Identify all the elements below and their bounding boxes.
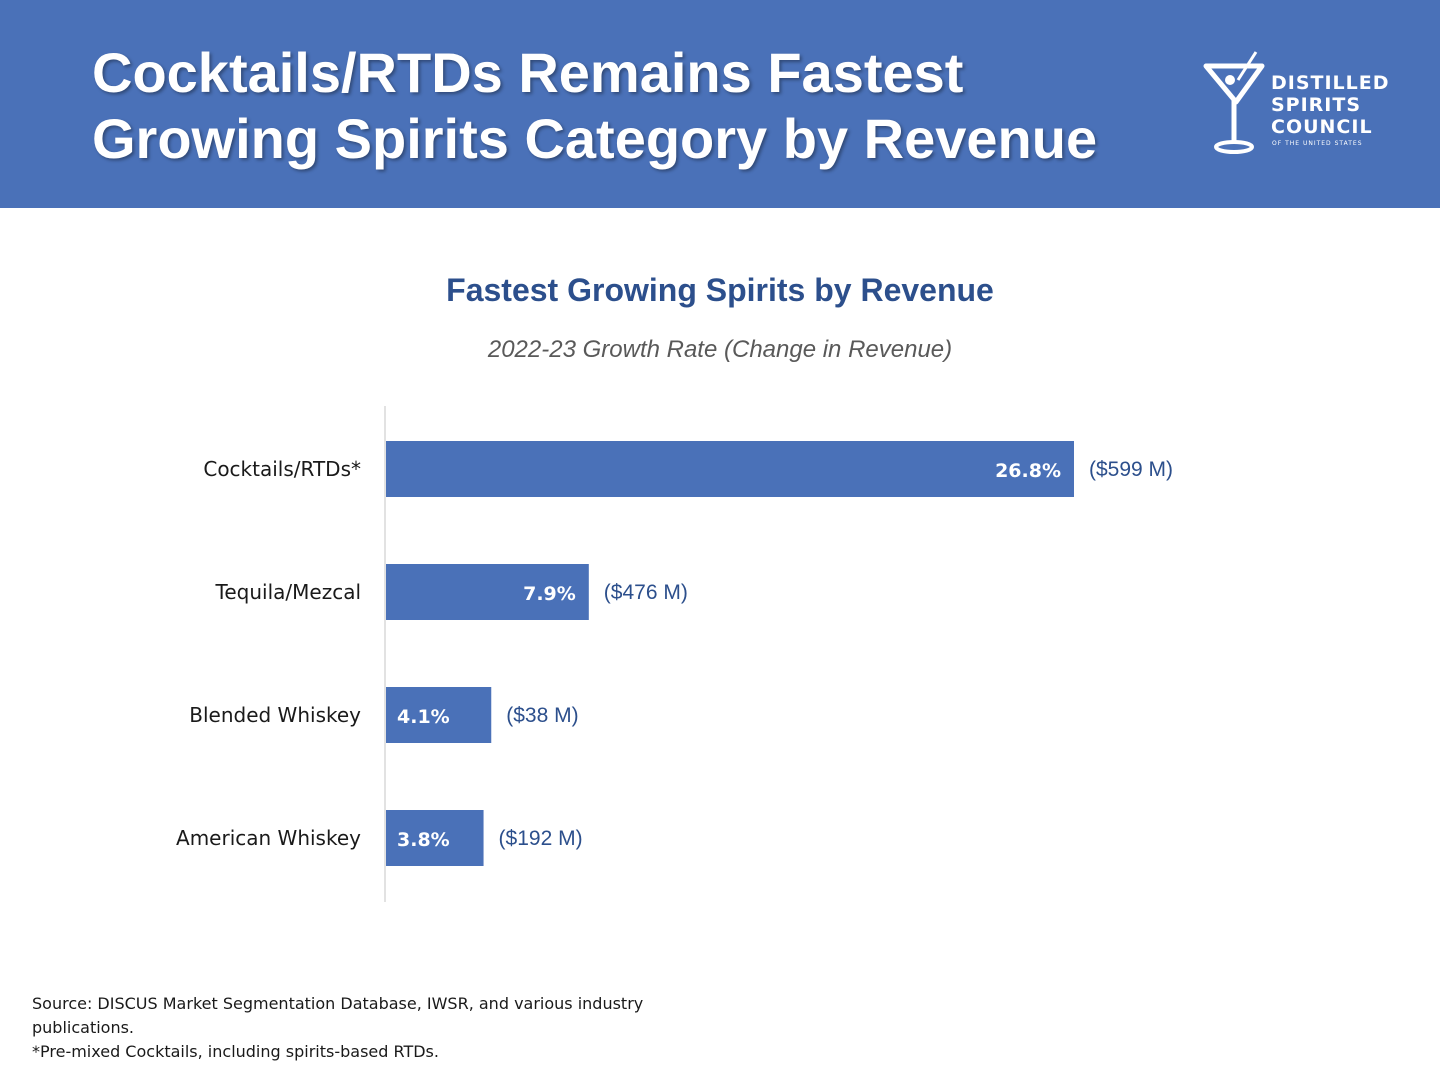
logo-subline: OF THE UNITED STATES (1272, 140, 1363, 147)
category-label: Tequila/Mezcal (215, 580, 361, 604)
revenue-annotation: ($476 M) (604, 581, 688, 604)
footnote: Source: DISCUS Market Segmentation Datab… (32, 992, 672, 1064)
chart-subtitle: 2022-23 Growth Rate (Change in Revenue) (487, 336, 953, 363)
source-note: Source: DISCUS Market Segmentation Datab… (32, 994, 644, 1037)
logo-line-3: COUNCIL (1271, 116, 1373, 138)
logo-wordmark: DISTILLED SPIRITS COUNCIL (1271, 72, 1390, 138)
value-label: 3.8% (397, 829, 450, 851)
logo-line-2: SPIRITS (1271, 94, 1362, 116)
page-title-line-2: Growing Spirits Category by Revenue (92, 107, 1098, 170)
category-label: Cocktails/RTDs* (203, 457, 361, 481)
revenue-annotation: ($38 M) (506, 704, 578, 727)
bar (386, 687, 492, 743)
asterisk-note: *Pre-mixed Cocktails, including spirits-… (32, 1042, 439, 1061)
revenue-annotation: ($599 M) (1089, 458, 1173, 481)
logo-line-1: DISTILLED (1271, 72, 1390, 94)
martini-glass-icon (1203, 51, 1265, 154)
revenue-annotation: ($192 M) (499, 827, 583, 850)
bar (386, 810, 484, 866)
header-banner: Cocktails/RTDs Remains Fastest Growing S… (0, 0, 1440, 208)
distilled-spirits-council-logo: DISTILLED SPIRITS COUNCIL OF THE UNITED … (1200, 50, 1400, 160)
value-label: 26.8% (995, 460, 1061, 482)
category-label: Blended Whiskey (189, 703, 361, 727)
page-title: Cocktails/RTDs Remains Fastest Growing S… (92, 40, 1152, 172)
category-label: American Whiskey (176, 826, 361, 850)
value-label: 4.1% (397, 706, 450, 728)
page-title-line-1: Cocktails/RTDs Remains Fastest (92, 41, 964, 104)
value-label: 7.9% (523, 583, 576, 605)
bar (386, 564, 589, 620)
chart-title: Fastest Growing Spirits by Revenue (446, 272, 994, 308)
bar (386, 441, 1074, 497)
